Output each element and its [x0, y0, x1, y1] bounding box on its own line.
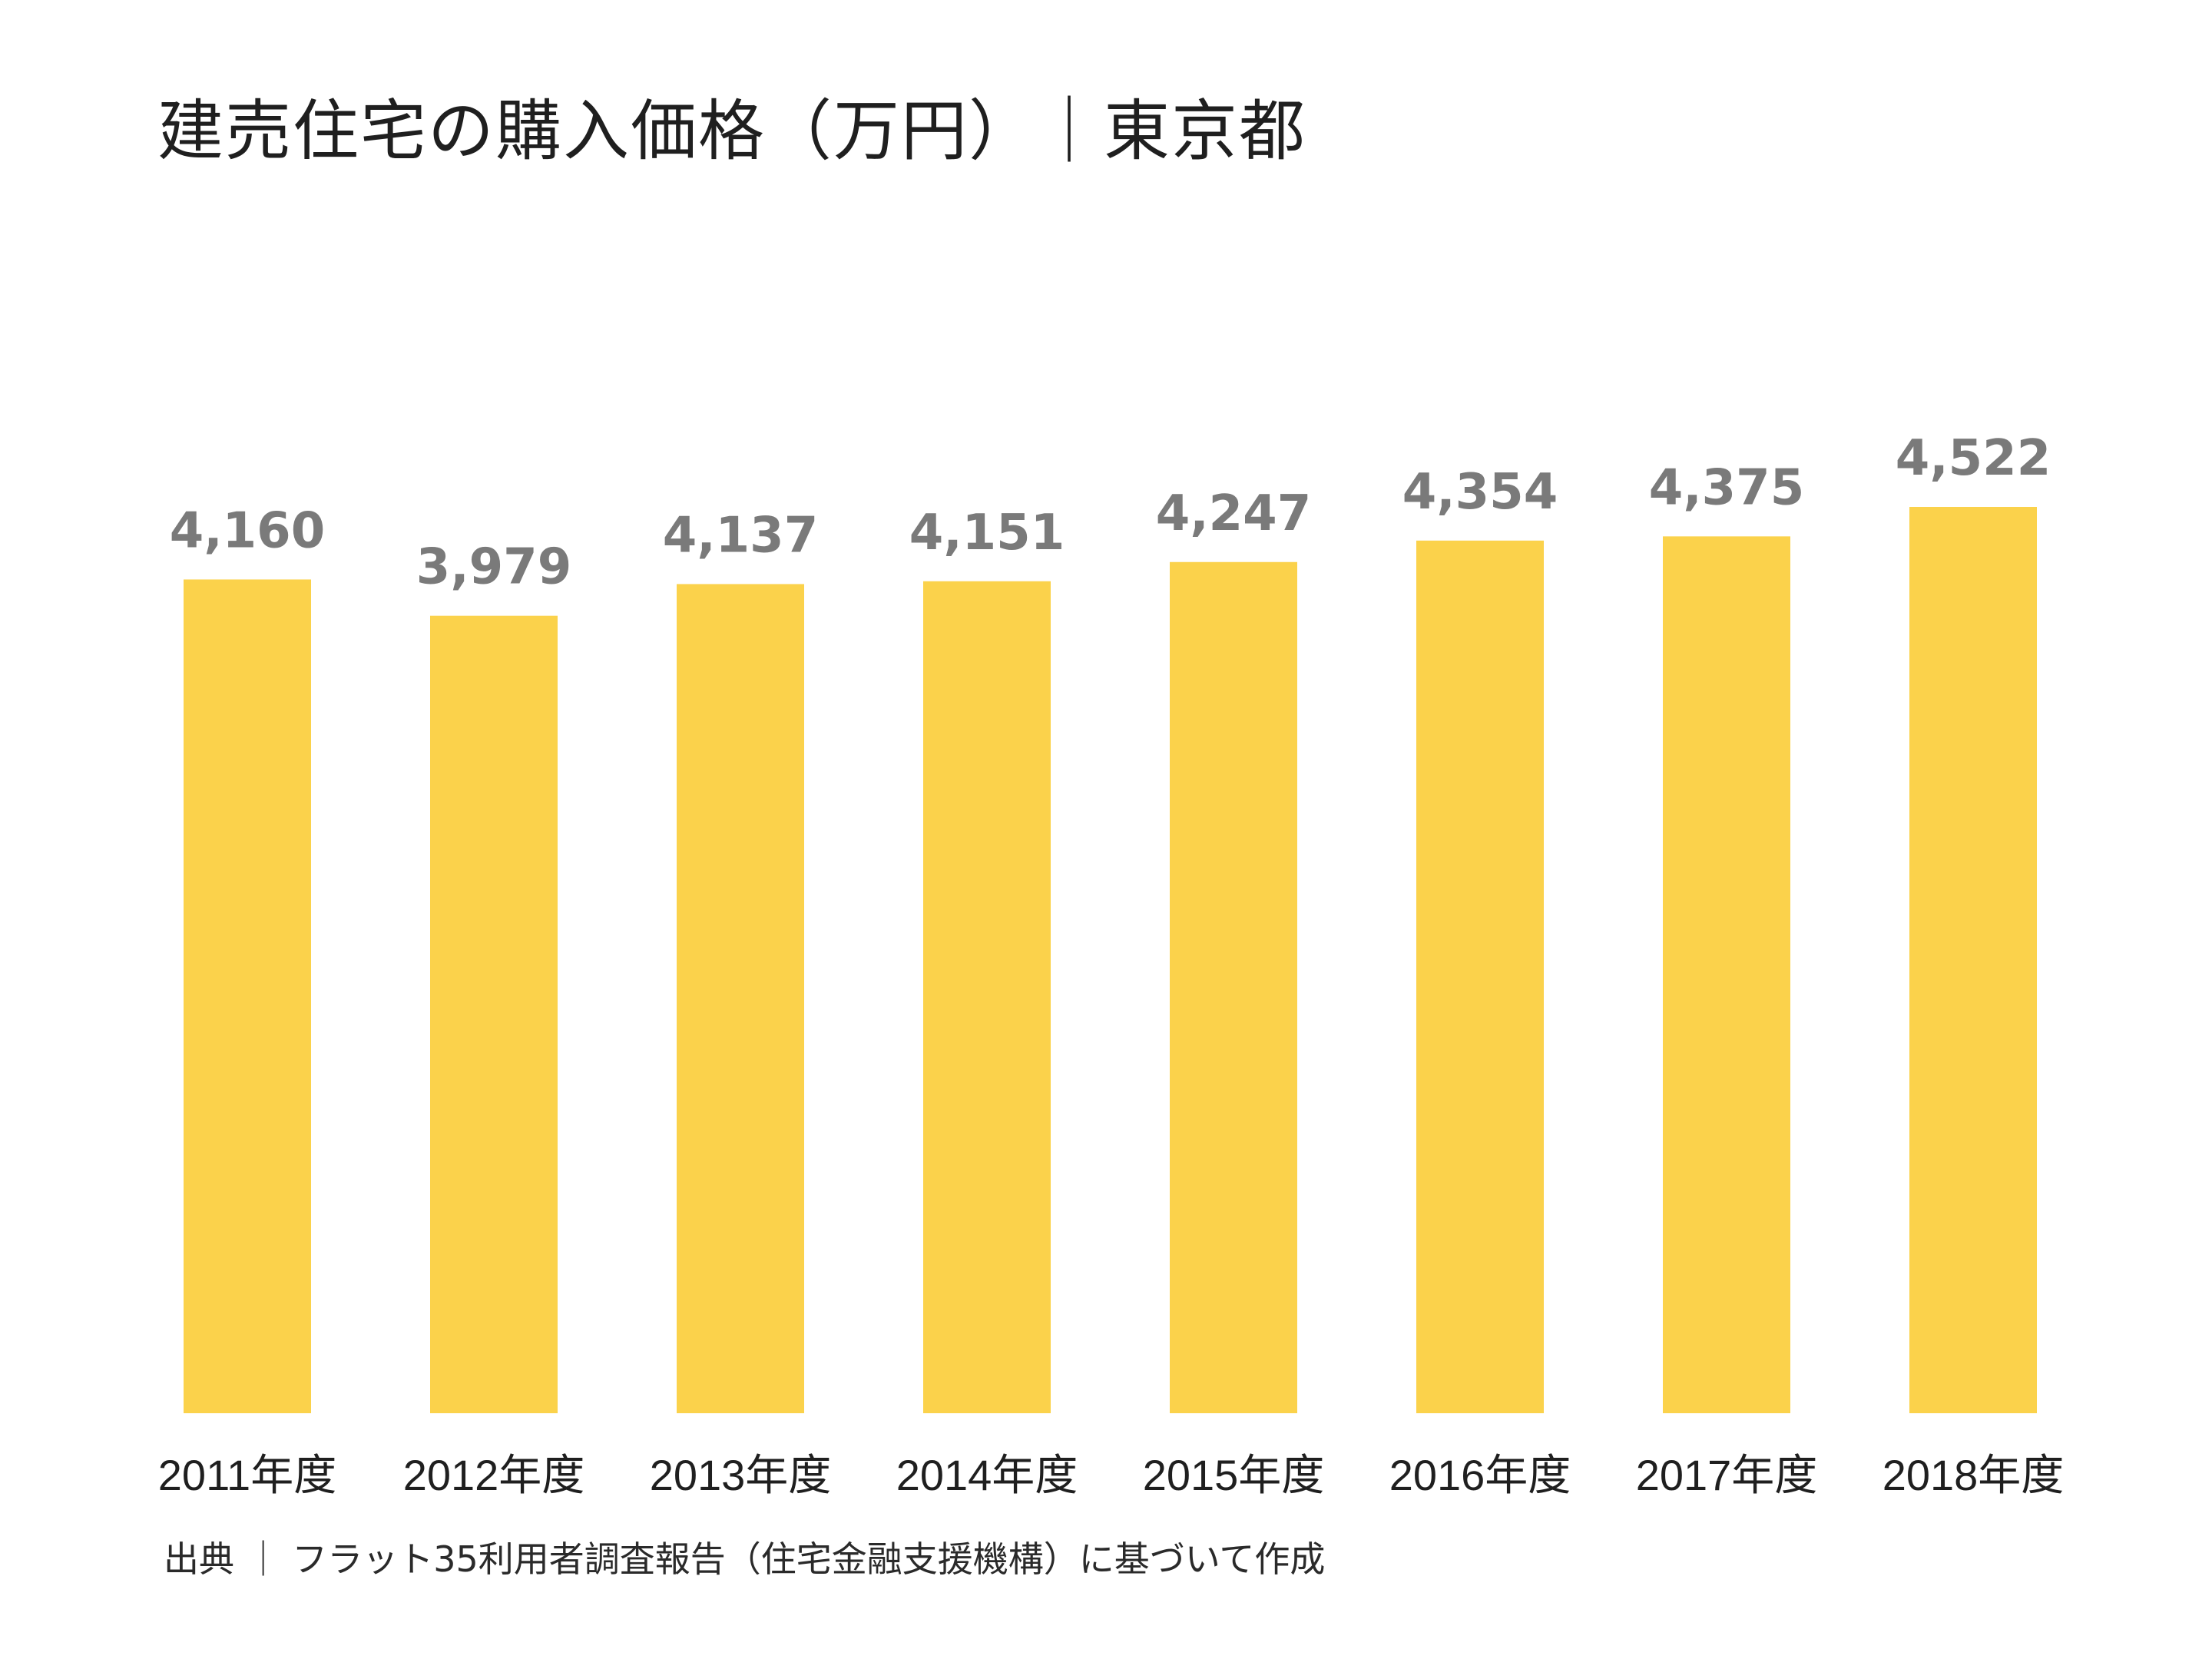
value-label: 4,375: [1649, 459, 1804, 516]
bar-2011年度: [184, 579, 311, 1413]
bar-2016年度: [1416, 541, 1544, 1413]
value-label: 4,247: [1156, 485, 1311, 542]
bars-group: [184, 507, 2037, 1413]
category-labels-group: 2011年度 2012年度 2013年度 2014年度 2015年度 2016年度 2017…: [158, 1451, 2065, 1499]
category-label: 2012年度: [403, 1451, 585, 1499]
source-note: 出典 ｜ フラット35利用者調査報告（住宅金融支援機構）に基づいて作成: [164, 1541, 1325, 1577]
bar-2015年度: [1170, 562, 1297, 1413]
value-label: 4,522: [1896, 430, 2051, 487]
value-label: 4,137: [663, 507, 818, 564]
category-label: 2018年度: [1883, 1451, 2065, 1499]
category-label: 2015年度: [1143, 1451, 1325, 1499]
bar-2014年度: [923, 581, 1051, 1413]
category-label: 2011年度: [158, 1451, 336, 1499]
value-label: 4,354: [1402, 464, 1558, 521]
value-label: 4,151: [909, 505, 1065, 561]
category-label: 2013年度: [650, 1451, 832, 1499]
category-label: 2016年度: [1389, 1451, 1571, 1499]
category-label: 2014年度: [896, 1451, 1078, 1499]
bar-2012年度: [430, 616, 558, 1413]
value-label: 4,160: [170, 502, 325, 559]
category-label: 2017年度: [1636, 1451, 1818, 1499]
bar-2013年度: [677, 584, 804, 1413]
bar-2018年度: [1909, 507, 2037, 1413]
value-label: 3,979: [416, 539, 571, 596]
bar-2017年度: [1663, 536, 1790, 1413]
